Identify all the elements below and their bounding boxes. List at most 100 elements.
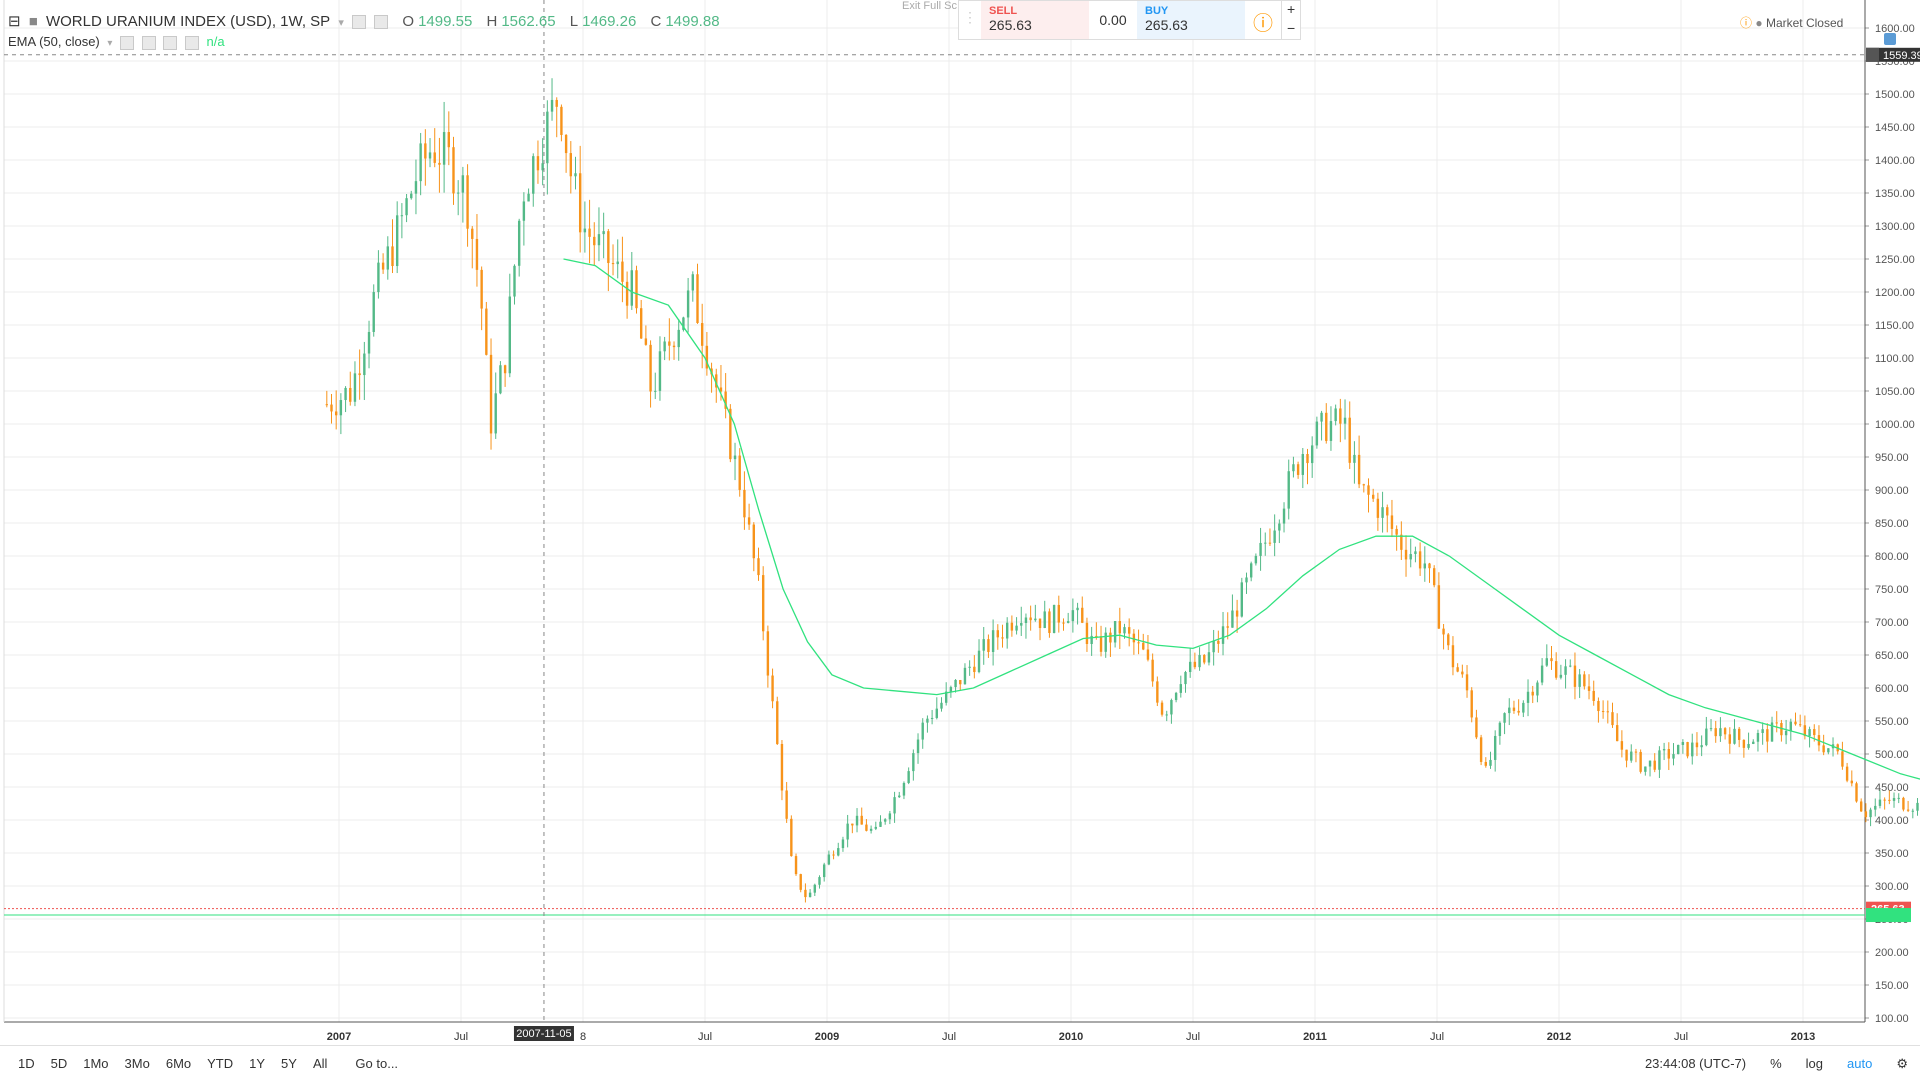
candle-body [1123, 627, 1125, 633]
y-tick-label: 550.00 [1875, 716, 1909, 728]
candle-body [659, 351, 661, 391]
range-button[interactable]: 3Mo [125, 1056, 150, 1071]
candle-body [452, 147, 454, 193]
scale-lock-icon[interactable] [1884, 33, 1896, 45]
range-button[interactable]: 1Mo [83, 1056, 108, 1071]
candle-body [368, 332, 370, 354]
y-tick-label: 1350.00 [1875, 188, 1915, 200]
candle-body [1907, 810, 1909, 811]
y-tick-label: 1450.00 [1875, 122, 1915, 134]
candle-body [1466, 674, 1468, 690]
candle-body [602, 231, 604, 234]
candle-body [1583, 674, 1585, 686]
candle-body [837, 848, 839, 855]
y-tick-label: 600.00 [1875, 683, 1909, 695]
candle-body [1508, 708, 1510, 714]
candle-body [424, 143, 426, 158]
zoom-out-button[interactable]: − [1282, 20, 1300, 39]
range-button[interactable]: 1Y [249, 1056, 265, 1071]
y-tick-label: 400.00 [1875, 815, 1909, 827]
range-button[interactable]: 1D [18, 1056, 35, 1071]
percent-toggle[interactable]: % [1770, 1056, 1782, 1071]
candle-body [363, 354, 365, 376]
candle-body [701, 323, 703, 346]
candle-body [1879, 800, 1881, 806]
candle-body [438, 163, 440, 165]
collapse-icon[interactable]: ⊟ [8, 13, 21, 30]
candle-body [1625, 750, 1627, 761]
x-tick-label: Jul [454, 1031, 468, 1043]
y-tick-label: 1150.00 [1875, 320, 1914, 332]
candle-body [1536, 683, 1538, 696]
candle-body [973, 667, 975, 672]
candle-body [626, 282, 628, 306]
candle-body [1231, 611, 1233, 628]
y-tick-label: 1050.00 [1875, 386, 1915, 398]
candle-body [612, 263, 614, 264]
candle-body [335, 411, 337, 415]
dropdown-icon[interactable]: ▾ [338, 17, 344, 29]
candle-body [631, 270, 633, 305]
log-toggle[interactable]: log [1806, 1056, 1823, 1071]
y-tick-label: 700.00 [1875, 617, 1909, 629]
candle-body [1156, 681, 1158, 702]
candle-body [1461, 672, 1463, 675]
sell-button[interactable]: SELL 265.63 [981, 1, 1089, 39]
candle-body [1278, 524, 1280, 531]
range-buttons: 1D 5D 1Mo 3Mo 6Mo YTD 1Y 5Y All [10, 1056, 335, 1071]
candle-body [1015, 626, 1017, 631]
close-icon[interactable] [185, 36, 199, 50]
candle-body [1724, 728, 1726, 734]
exit-fullscreen-label[interactable]: Exit Full Sc [902, 0, 957, 12]
range-button[interactable]: 5D [51, 1056, 68, 1071]
ema-label[interactable]: EMA (50, close) [8, 34, 100, 49]
candle-body [1715, 728, 1717, 736]
candle-body [1147, 649, 1149, 659]
candle-body [1869, 810, 1871, 818]
buy-button[interactable]: BUY 265.63 [1137, 1, 1245, 39]
crosshair-plus-icon[interactable] [1866, 48, 1879, 62]
goto-button[interactable]: Go to... [355, 1056, 398, 1071]
candle-body [1616, 725, 1618, 741]
candle-body [1752, 742, 1754, 744]
zoom-in-button[interactable]: + [1282, 1, 1300, 20]
candle-body [865, 825, 867, 831]
open-value: 1499.55 [418, 13, 472, 30]
settings-mini-icon[interactable] [352, 15, 366, 29]
drag-handle-icon[interactable]: ⋮ [959, 1, 981, 39]
candle-body [1757, 733, 1759, 742]
gear-icon[interactable]: ⚙ [1896, 1056, 1908, 1072]
range-button[interactable]: All [313, 1056, 327, 1071]
candle-body [1386, 507, 1388, 515]
candle-body [1883, 800, 1885, 801]
symbol-title[interactable]: WORLD URANIUM INDEX (USD), 1W, SP [46, 13, 330, 30]
dropdown-icon[interactable]: ▾ [107, 38, 112, 49]
candle-body [1893, 798, 1895, 801]
candle-body [1175, 693, 1177, 700]
candle-body [809, 893, 811, 897]
range-button[interactable]: YTD [207, 1056, 233, 1071]
candle-body [1217, 641, 1219, 644]
eye-icon[interactable] [120, 36, 134, 50]
auto-toggle[interactable]: auto [1847, 1056, 1872, 1071]
candle-body [593, 237, 595, 245]
candle-body [466, 175, 468, 228]
candle-body [1180, 684, 1182, 693]
gear-icon[interactable] [142, 36, 156, 50]
info-icon[interactable]: ⓘ [1245, 1, 1281, 39]
candle-body [1189, 662, 1191, 672]
plus-icon[interactable] [163, 36, 177, 50]
clock: 23:44:08 (UTC-7) [1645, 1056, 1746, 1071]
y-tick-label: 1200.00 [1875, 287, 1915, 299]
symbol-icon: ■ [29, 13, 38, 30]
range-button[interactable]: 5Y [281, 1056, 297, 1071]
candle-body [513, 266, 515, 297]
candle-body [471, 229, 473, 239]
candle-body [1846, 767, 1848, 781]
candle-body [907, 771, 909, 783]
hide-mini-icon[interactable] [374, 15, 388, 29]
price-chart[interactable]: 100.00150.00200.00250.00300.00350.00400.… [0, 0, 1920, 1045]
candle-body [1808, 729, 1810, 736]
candle-body [1184, 672, 1186, 684]
range-button[interactable]: 6Mo [166, 1056, 191, 1071]
